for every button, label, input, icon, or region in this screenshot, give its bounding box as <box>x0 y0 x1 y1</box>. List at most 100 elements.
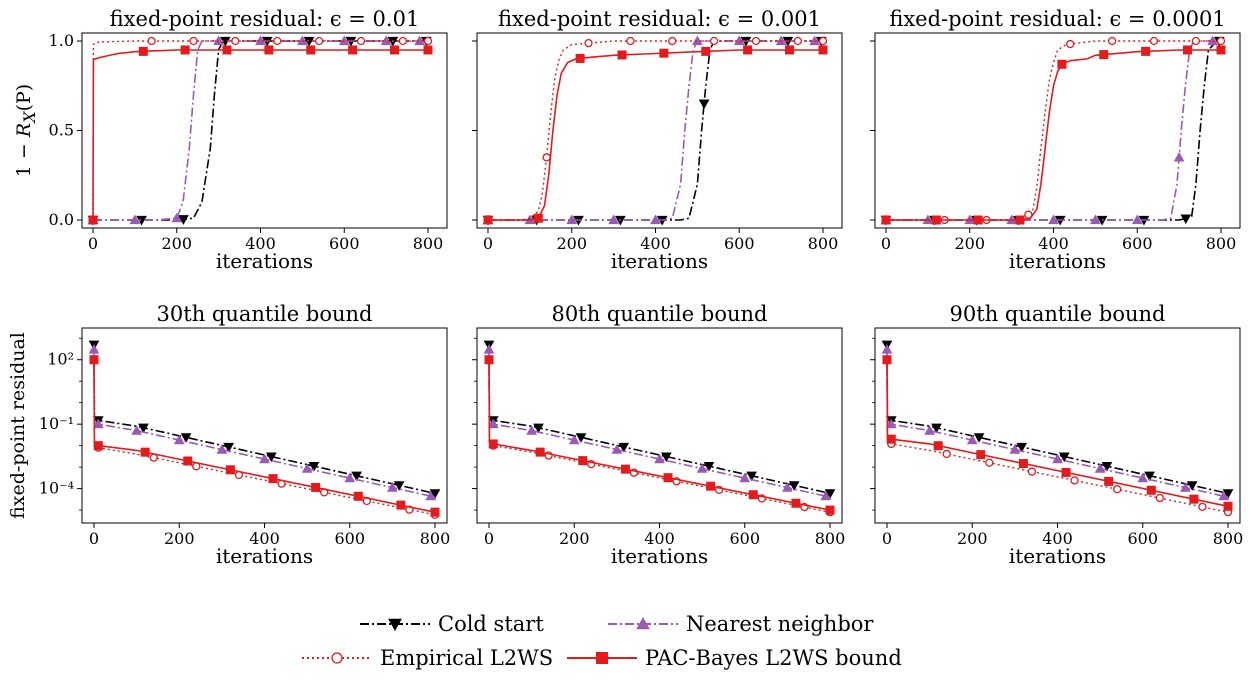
marker-triangle-down <box>388 618 402 632</box>
marker-square <box>353 491 363 501</box>
series-cold-start <box>88 340 441 499</box>
series-cold-start <box>881 340 1234 499</box>
marker-triangle-up <box>129 214 141 225</box>
marker-triangle-up <box>924 425 935 435</box>
marker-triangle-up <box>338 35 350 46</box>
marker-circle <box>793 36 803 46</box>
subplot-title: 30th quantile bound <box>157 302 373 326</box>
marker-square <box>825 505 835 515</box>
y-tick-label: 0.0 <box>49 210 74 229</box>
series-line <box>93 349 436 498</box>
series-line <box>886 40 1221 221</box>
marker-triangle-down <box>223 442 235 453</box>
marker-triangle-down <box>931 423 942 434</box>
series-line <box>488 40 823 221</box>
x-tick-label: 800 <box>1213 529 1244 548</box>
series-line <box>488 49 823 221</box>
series-cold-start <box>87 36 432 226</box>
marker-triangle-down <box>351 471 362 482</box>
marker-triangle-up <box>636 616 650 630</box>
marker-square <box>1141 46 1151 56</box>
marker-square <box>396 500 406 510</box>
marker-square <box>743 45 753 55</box>
series-line <box>488 349 831 498</box>
marker-square <box>1216 45 1226 55</box>
y-axis-label: fixed-point residual <box>7 332 29 519</box>
marker-triangle-down <box>265 452 277 463</box>
y-tick-label: 10⁻⁴ <box>39 479 74 498</box>
marker-circle <box>668 36 677 46</box>
series-line <box>488 359 831 511</box>
series-nearest-neighbor <box>880 35 1221 225</box>
series-line <box>886 359 1229 513</box>
marker-circle <box>1070 476 1079 485</box>
marker-triangle-up <box>131 425 142 435</box>
marker-square <box>1146 485 1156 495</box>
subplot-5: 80th quantile bound 0 200 400 600 800 iteratio… <box>472 302 845 568</box>
series-line <box>488 344 831 495</box>
series-cold-start <box>482 36 827 226</box>
marker-triangle-up <box>1180 482 1191 492</box>
marker-circle <box>1107 36 1117 46</box>
marker-triangle-down <box>393 481 405 491</box>
marker-triangle-up <box>1131 214 1143 225</box>
marker-square <box>1189 494 1199 504</box>
marker-triangle-down <box>824 489 836 499</box>
x-tick-label: 0 <box>882 529 892 548</box>
marker-triangle-up <box>881 343 893 354</box>
marker-square <box>390 45 399 55</box>
marker-triangle-up <box>611 444 623 454</box>
marker-triangle-up <box>1218 490 1230 501</box>
y-tick-label: 10² <box>47 350 74 369</box>
marker-triangle-down <box>1058 452 1070 463</box>
marker-circle <box>1027 467 1037 476</box>
subplot-title: fixed-point residual: ϵ = 0.001 <box>498 7 821 31</box>
series-empirical-l2ws <box>882 355 1233 517</box>
marker-square <box>1223 501 1233 511</box>
x-tick-label: 0 <box>881 234 891 253</box>
x-tick-label: 600 <box>1127 529 1158 548</box>
series-empirical-l2ws <box>881 36 1226 225</box>
series-line <box>488 359 831 513</box>
marker-triangle-up <box>696 463 708 473</box>
marker-circle <box>542 153 551 162</box>
marker-circle <box>147 36 156 46</box>
marker-triangle-up <box>92 418 104 429</box>
marker-square <box>575 53 585 63</box>
marker-triangle-up <box>885 418 897 429</box>
x-tick-label: 200 <box>161 234 192 253</box>
x-tick-label: 200 <box>164 529 195 548</box>
marker-square <box>791 498 801 508</box>
marker-square <box>617 50 627 60</box>
marker-triangle-down <box>533 423 544 434</box>
marker-triangle-up <box>216 444 228 454</box>
marker-circle <box>356 36 366 46</box>
marker-triangle-down <box>138 423 149 434</box>
marker-square <box>306 45 316 55</box>
marker-triangle-up <box>173 434 185 445</box>
marker-triangle-up <box>1173 151 1185 162</box>
subplot-title: fixed-point residual: ϵ = 0.0001 <box>889 7 1225 31</box>
marker-square <box>882 355 892 365</box>
series-line <box>886 40 1221 221</box>
marker-triangle-up <box>259 453 270 464</box>
marker-triangle-down <box>746 471 757 482</box>
marker-triangle-down <box>575 433 587 443</box>
marker-triangle-down <box>660 452 672 463</box>
x-axis-label: iterations <box>1009 249 1106 273</box>
legend-item-nearest-neighbor: Nearest neighbor <box>608 612 874 636</box>
axes-frame <box>81 32 448 229</box>
legend-item-pac-bayes-l2ws-bound: PAC-Bayes L2WS bound <box>567 646 902 670</box>
marker-circle <box>1198 502 1207 512</box>
series-line <box>92 40 428 221</box>
series-nearest-neighbor <box>88 343 437 501</box>
x-axis-label: iterations <box>216 544 313 568</box>
subplot-2: fixed-point residual: ϵ = 0.001 0 200 400 60… <box>472 7 843 273</box>
marker-triangle-up <box>966 434 978 445</box>
x-tick-label: 0 <box>88 234 98 253</box>
series-empirical-l2ws <box>89 355 440 519</box>
marker-square <box>225 465 235 475</box>
marker-square <box>430 507 440 517</box>
marker-triangle-up <box>387 482 398 492</box>
marker-square <box>533 213 543 223</box>
